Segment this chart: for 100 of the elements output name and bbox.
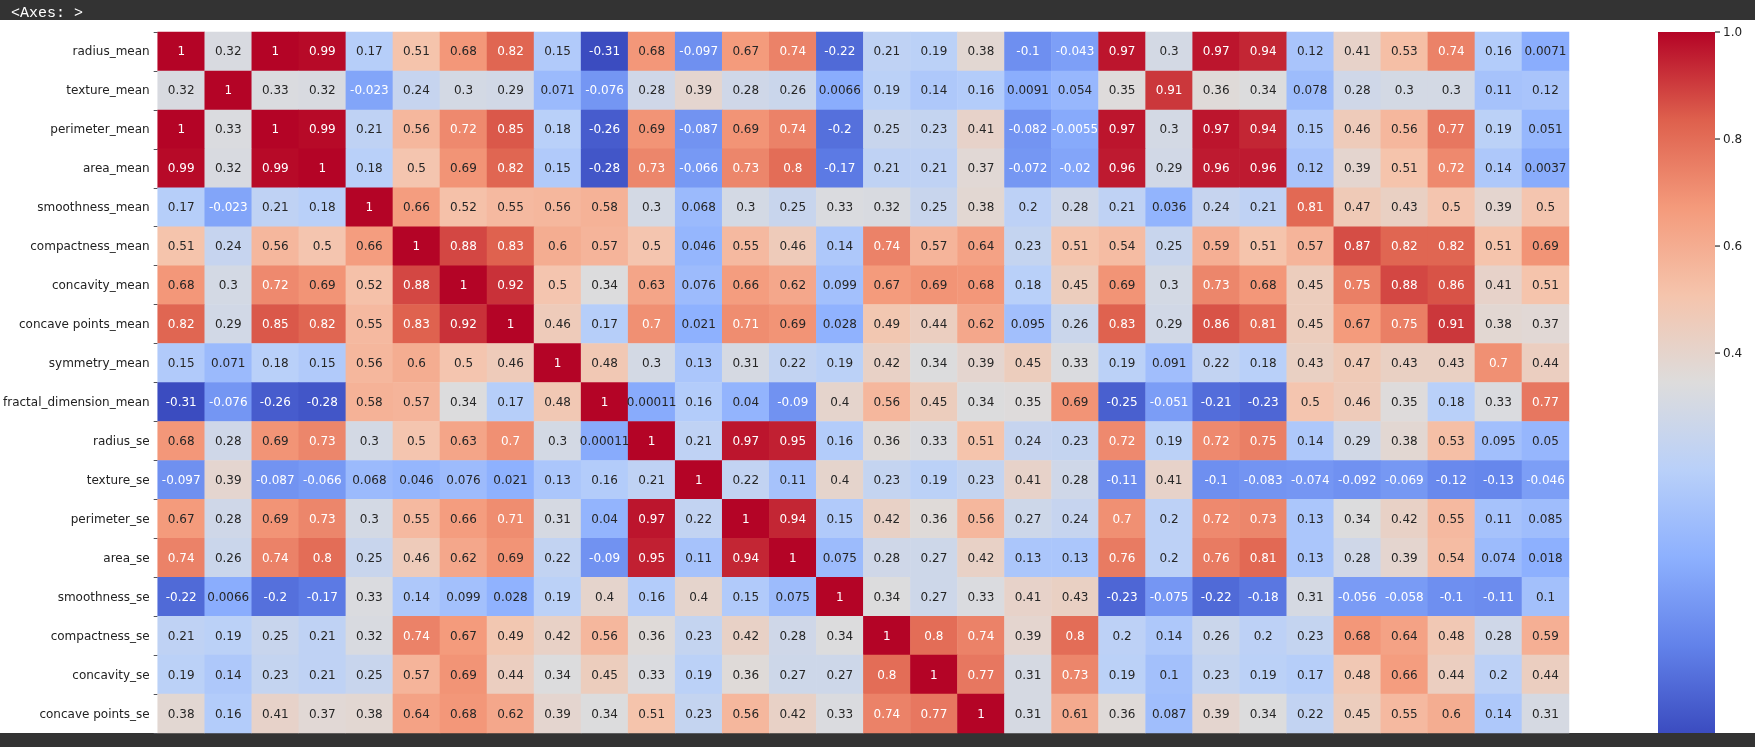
data-label: 0.43 (1390, 356, 1418, 371)
y-tick-label: perimeter_se (70, 511, 150, 526)
data-label: 0.32 (214, 161, 242, 176)
data-label: 0.18 (261, 356, 289, 371)
data-label: 0.35 (1014, 394, 1042, 409)
data-label: 0.39 (1485, 200, 1512, 215)
data-label: 0.41 (1014, 472, 1042, 487)
data-label: -0.072 (1008, 161, 1048, 176)
data-label: 0.73 (308, 433, 336, 448)
data-label: 0.21 (308, 667, 336, 682)
data-label: 0.099 (446, 589, 481, 604)
data-label: 0.16 (1485, 44, 1512, 59)
data-label: 0.3 (218, 278, 238, 293)
color-bar-label: 0.6 (1723, 239, 1743, 254)
data-label: 0.99 (308, 44, 336, 59)
data-label: 0.69 (732, 122, 760, 137)
data-label: 0.21 (308, 628, 336, 643)
data-label: 1 (271, 44, 280, 59)
data-label: 0.19 (1155, 433, 1183, 448)
data-label: 0.37 (1532, 317, 1559, 332)
data-label: 0.38 (356, 706, 383, 721)
data-label: -0.2 (263, 589, 288, 604)
data-label: 0.42 (732, 628, 760, 643)
data-label: -0.087 (679, 122, 719, 137)
data-label: -0.22 (1200, 589, 1232, 604)
data-label: 0.31 (1532, 706, 1559, 721)
data-label: 0.38 (967, 200, 995, 215)
data-label: 0.8 (312, 550, 332, 565)
data-label: 0.56 (732, 706, 760, 721)
data-label: 0.1 (1159, 667, 1179, 682)
data-label: 0.18 (1438, 394, 1465, 409)
data-label: 0.3 (642, 356, 662, 371)
data-label: 0.62 (779, 278, 807, 293)
data-label: 0.43 (1061, 589, 1089, 604)
data-label: 0.36 (873, 433, 901, 448)
data-label: 0.49 (497, 628, 524, 643)
data-label: 0.3 (359, 511, 379, 526)
data-label: 0.81 (1296, 200, 1324, 215)
data-label: 0.25 (920, 200, 948, 215)
data-label: 0.51 (403, 44, 430, 59)
data-label: -0.076 (585, 83, 624, 98)
data-label: 0.74 (403, 628, 430, 643)
data-label: 0.91 (1155, 83, 1183, 98)
data-label: -0.18 (1247, 589, 1279, 604)
data-label: 0.11 (779, 472, 807, 487)
data-label: 0.22 (1296, 706, 1324, 721)
data-label: 1 (977, 706, 985, 721)
data-label: 0.45 (1296, 317, 1324, 332)
data-label: 0.39 (544, 706, 571, 721)
data-label: 0.56 (873, 394, 901, 409)
y-tick-label: concavity_mean (51, 278, 150, 293)
data-label: 0.69 (450, 161, 477, 176)
data-label: 0.33 (967, 589, 995, 604)
data-label: 0.92 (497, 278, 524, 293)
data-label: 0.28 (1061, 472, 1089, 487)
data-label: 0.57 (591, 239, 618, 254)
data-label: 0.97 (1202, 122, 1230, 137)
data-label: 0.83 (497, 239, 524, 254)
data-label: 0.74 (779, 122, 807, 137)
data-label: 0.96 (1202, 161, 1230, 176)
y-tick-label: concave points_se (39, 706, 150, 721)
data-label: 1 (553, 356, 562, 371)
data-label: 0.38 (967, 44, 995, 59)
data-label: 0.55 (403, 511, 430, 526)
data-label: 0.16 (591, 472, 618, 487)
data-label: 0.88 (1390, 278, 1418, 293)
data-label: 0.13 (685, 356, 713, 371)
data-label: -0.082 (1008, 122, 1048, 137)
data-label: 0.28 (873, 550, 901, 565)
data-label: 0.074 (1481, 550, 1516, 565)
data-label: 0.23 (1202, 667, 1230, 682)
data-label: -0.26 (259, 394, 291, 409)
data-label: 0.38 (167, 706, 195, 721)
data-label: 0.69 (779, 317, 807, 332)
data-label: -0.22 (165, 589, 197, 604)
data-label: 0.23 (685, 628, 713, 643)
data-label: 0.091 (1151, 356, 1187, 371)
data-label: 0.56 (1390, 122, 1418, 137)
data-label: 0.071 (540, 83, 575, 98)
data-label: 0.19 (920, 472, 948, 487)
data-label: 0.19 (873, 83, 901, 98)
data-label: 0.61 (1061, 706, 1089, 721)
data-label: 0.73 (732, 161, 760, 176)
data-label: 0.018 (1528, 550, 1563, 565)
data-label: 0.31 (1014, 667, 1042, 682)
y-tick-label: radius_mean (72, 44, 150, 59)
data-label: 0.2 (1253, 628, 1273, 643)
data-label: 0.36 (920, 511, 948, 526)
data-label: 0.7 (500, 433, 521, 448)
data-label: 0.1 (1535, 589, 1556, 604)
data-label: 0.96 (1108, 161, 1136, 176)
data-label: -0.076 (208, 394, 248, 409)
data-label: 0.29 (214, 317, 242, 332)
color-bar-label: 1.0 (1723, 25, 1743, 39)
data-label: 0.16 (685, 394, 713, 409)
data-label: 0.62 (967, 317, 995, 332)
data-label: 0.34 (591, 278, 618, 293)
data-label: 0.88 (450, 239, 477, 254)
data-label: 0.41 (1014, 589, 1042, 604)
data-label: 0.59 (1202, 239, 1230, 254)
